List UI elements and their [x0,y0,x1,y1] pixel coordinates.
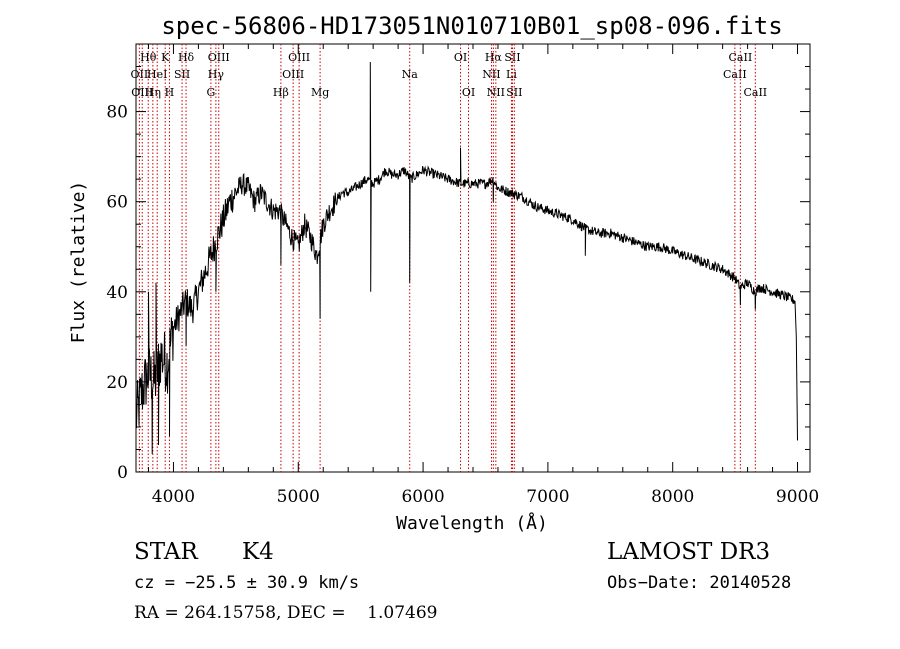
line-marker-label: OIII [288,51,310,64]
line-marker-label: OII [131,68,149,81]
object-class: STAR [134,539,198,565]
spectrum-series [135,61,798,455]
axes-ticks: 4000 5000 6000 7000 8000 9000 0 20 40 60 80 [106,44,819,507]
survey-name: LAMOST DR3 [607,539,771,565]
line-marker-label: Hγ [208,68,225,81]
y-tick-label: 0 [117,463,128,483]
line-marker-label: CaII [729,51,753,64]
line-marker-label: Hβ [273,86,289,99]
line-marker-label: Hθ [140,51,157,64]
line-marker-label: Li [506,68,517,81]
line-marker-label: HeI [147,68,167,81]
line-marker-label: OI [462,86,475,99]
redshift-cz: cz = −25.5 ± 30.9 km/s [134,573,360,593]
line-marker-label: NII [482,68,500,81]
line-marker-label: Hδ [178,51,195,64]
x-tick-label: 6000 [401,487,444,507]
line-marker-label: CaII [723,68,747,81]
line-marker-label: CaII [743,86,767,99]
line-marker-label: Na [402,68,419,81]
y-tick-label: 60 [106,193,128,213]
observation-date: Obs−Date: 20140528 [607,573,792,593]
y-tick-label: 40 [106,283,128,303]
y-tick-label: 20 [106,373,128,393]
line-marker-label: K [161,51,170,64]
line-marker-label: OIII [208,51,230,64]
coordinates: RA = 264.15758, DEC = 1.07469 [134,603,438,623]
x-tick-label: 4000 [152,487,195,507]
line-marker-label: NII [487,86,505,99]
series-flux [135,61,798,455]
y-tick-label: 80 [106,103,128,123]
x-axis-label: Wavelength (Å) [396,512,548,534]
chart-title: spec-56806-HD173051N010710B01_sp08-096.f… [161,12,782,40]
line-marker-label: OI [454,51,467,64]
line-marker-label: G [206,86,215,99]
plot-frame [135,43,811,473]
emission-line-markers: OIIOIIIHθHηHeIKHSIIHδGHγOIIIHβOIIIOIIIMg… [131,44,767,472]
line-marker-label: SII [174,68,190,81]
line-marker-label: SII [504,51,520,64]
x-tick-label: 8000 [651,487,694,507]
line-marker-label: H [165,86,175,99]
y-axis-label: Flux (relative) [68,181,89,344]
line-marker-label: Hα [485,51,503,64]
line-marker-label: Hη [145,86,161,99]
object-subclass: K4 [242,539,274,565]
line-marker-label: SII [506,86,522,99]
x-tick-label: 7000 [526,487,569,507]
line-marker-label: Mg [311,86,329,99]
line-marker-label: OIII [282,68,304,81]
x-tick-label: 5000 [277,487,320,507]
x-tick-label: 9000 [776,487,819,507]
